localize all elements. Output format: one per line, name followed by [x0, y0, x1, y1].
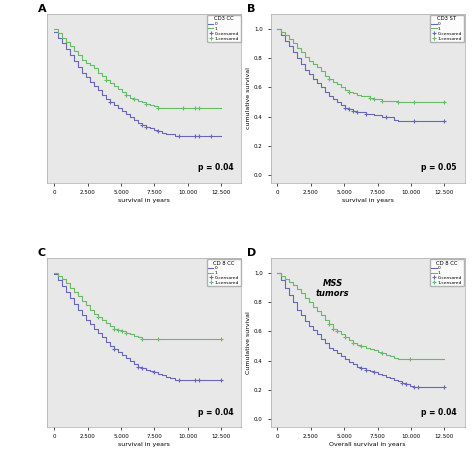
X-axis label: Overall survival in years: Overall survival in years	[329, 442, 406, 447]
Text: B: B	[247, 4, 255, 14]
Text: p = 0.04: p = 0.04	[421, 408, 457, 417]
Legend: 0, 1, 0-censored, 1-censored: 0, 1, 0-censored, 1-censored	[430, 259, 464, 286]
Text: p = 0.05: p = 0.05	[421, 164, 457, 173]
Text: A: A	[38, 4, 46, 14]
Y-axis label: Cumulative survival: Cumulative survival	[246, 311, 251, 374]
Text: MSS
tumors: MSS tumors	[316, 279, 349, 298]
Text: p = 0.04: p = 0.04	[198, 164, 234, 173]
X-axis label: survival in years: survival in years	[342, 198, 393, 203]
X-axis label: survival in years: survival in years	[118, 442, 170, 447]
Legend: 0, 1, 0-censored, 1-censored: 0, 1, 0-censored, 1-censored	[207, 259, 240, 286]
Legend: 0, 1, 0-censored, 1-censored: 0, 1, 0-censored, 1-censored	[430, 15, 464, 42]
Legend: 0, 1, 0-censored, 1-censored: 0, 1, 0-censored, 1-censored	[207, 15, 240, 42]
Y-axis label: cumulative survival: cumulative survival	[246, 67, 251, 129]
X-axis label: survival in years: survival in years	[118, 198, 170, 203]
Text: C: C	[38, 248, 46, 258]
Text: D: D	[247, 248, 256, 258]
Text: p = 0.04: p = 0.04	[198, 408, 234, 417]
